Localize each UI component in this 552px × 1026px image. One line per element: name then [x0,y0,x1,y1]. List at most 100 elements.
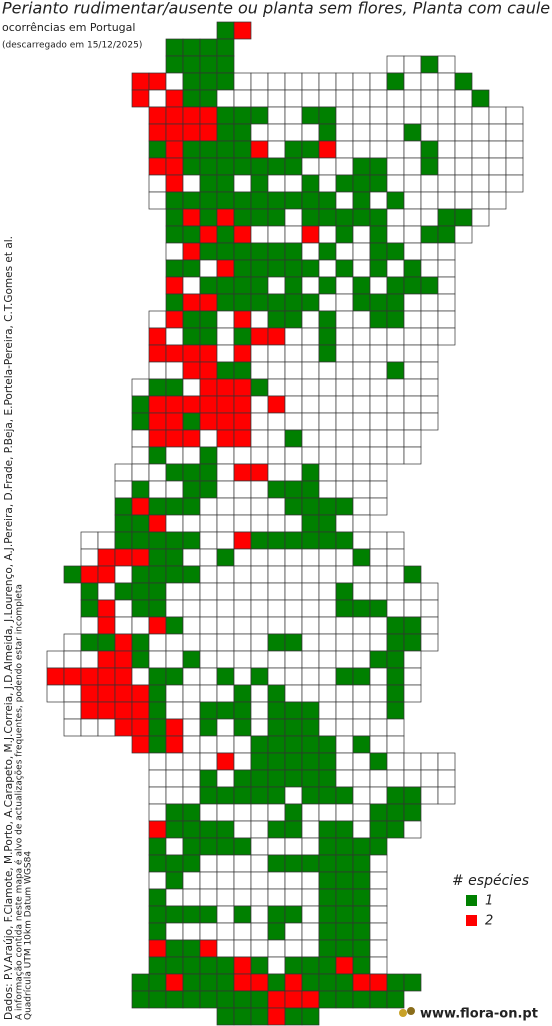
grid-cell [148,106,167,125]
grid-cell [182,531,201,550]
grid-cell [216,871,235,890]
grid-cell [216,548,235,567]
grid-cell [352,208,371,227]
grid-cell [386,565,405,584]
grid-cell [403,973,422,992]
grid-cell [148,837,167,856]
grid-cell [284,905,303,924]
grid-cell [216,769,235,788]
grid-cell [335,837,354,856]
grid-cell [63,684,82,703]
grid-cell [131,718,150,737]
grid-cell [148,769,167,788]
grid-cell [267,157,286,176]
grid-cell [233,735,252,754]
grid-cell [267,259,286,278]
grid-cell [148,72,167,91]
grid-cell [267,650,286,669]
logo-text[interactable]: www.flora-on.pt [420,1007,538,1022]
grid-cell [386,531,405,550]
grid-cell [250,480,269,499]
grid-cell [233,463,252,482]
grid-cell [335,157,354,176]
grid-cell [352,72,371,91]
grid-cell [318,480,337,499]
grid-cell [386,803,405,822]
grid-cell [182,820,201,839]
grid-cell [284,854,303,873]
grid-cell [131,378,150,397]
grid-cell [182,259,201,278]
grid-cell [131,89,150,108]
grid-cell [318,565,337,584]
grid-cell [318,582,337,601]
grid-cell [488,174,507,193]
grid-cell [250,140,269,159]
grid-cell [80,616,99,635]
grid-cell [165,922,184,941]
grid-cell [318,123,337,142]
grid-cell [284,497,303,516]
grid-cell [301,344,320,363]
grid-cell [165,140,184,159]
grid-cell [369,905,388,924]
grid-cell [403,429,422,448]
grid-cell [165,684,184,703]
grid-cell [386,412,405,431]
grid-cell [284,174,303,193]
grid-cell [97,667,116,686]
grid-cell [301,854,320,873]
grid-cell [318,973,337,992]
grid-cell [165,293,184,312]
grid-cell [420,395,439,414]
grid-cell [352,667,371,686]
grid-cell [267,106,286,125]
grid-cell [369,769,388,788]
grid-cell [233,446,252,465]
grid-cell [386,259,405,278]
grid-cell [318,174,337,193]
grid-cell [301,412,320,431]
grid-cell [216,701,235,720]
grid-cell [267,769,286,788]
grid-cell [233,429,252,448]
grid-cell [165,344,184,363]
grid-cell [471,191,490,210]
grid-cell [199,293,218,312]
grid-cell [233,514,252,533]
grid-cell [352,412,371,431]
grid-cell [267,803,286,822]
grid-cell [284,123,303,142]
grid-cell [284,701,303,720]
grid-cell [250,242,269,261]
grid-cell [386,140,405,159]
grid-cell [352,582,371,601]
grid-cell [80,531,99,550]
grid-cell [352,531,371,550]
grid-cell [386,684,405,703]
grid-cell [182,140,201,159]
grid-cell [250,871,269,890]
grid-cell [250,225,269,244]
grid-cell [250,310,269,329]
grid-cell [318,735,337,754]
grid-cell [233,769,252,788]
grid-cell [369,531,388,550]
grid-cell [165,157,184,176]
grid-cell [301,752,320,771]
grid-cell [369,242,388,261]
grid-cell [114,548,133,567]
grid-cell [437,157,456,176]
grid-cell [301,820,320,839]
grid-cell [335,956,354,975]
grid-cell [420,378,439,397]
grid-cell [199,888,218,907]
grid-cell [131,684,150,703]
grid-cell [165,616,184,635]
grid-cell [148,718,167,737]
grid-cell [335,293,354,312]
grid-cell [369,429,388,448]
grid-cell [335,599,354,618]
grid-cell [97,701,116,720]
grid-cell [386,548,405,567]
